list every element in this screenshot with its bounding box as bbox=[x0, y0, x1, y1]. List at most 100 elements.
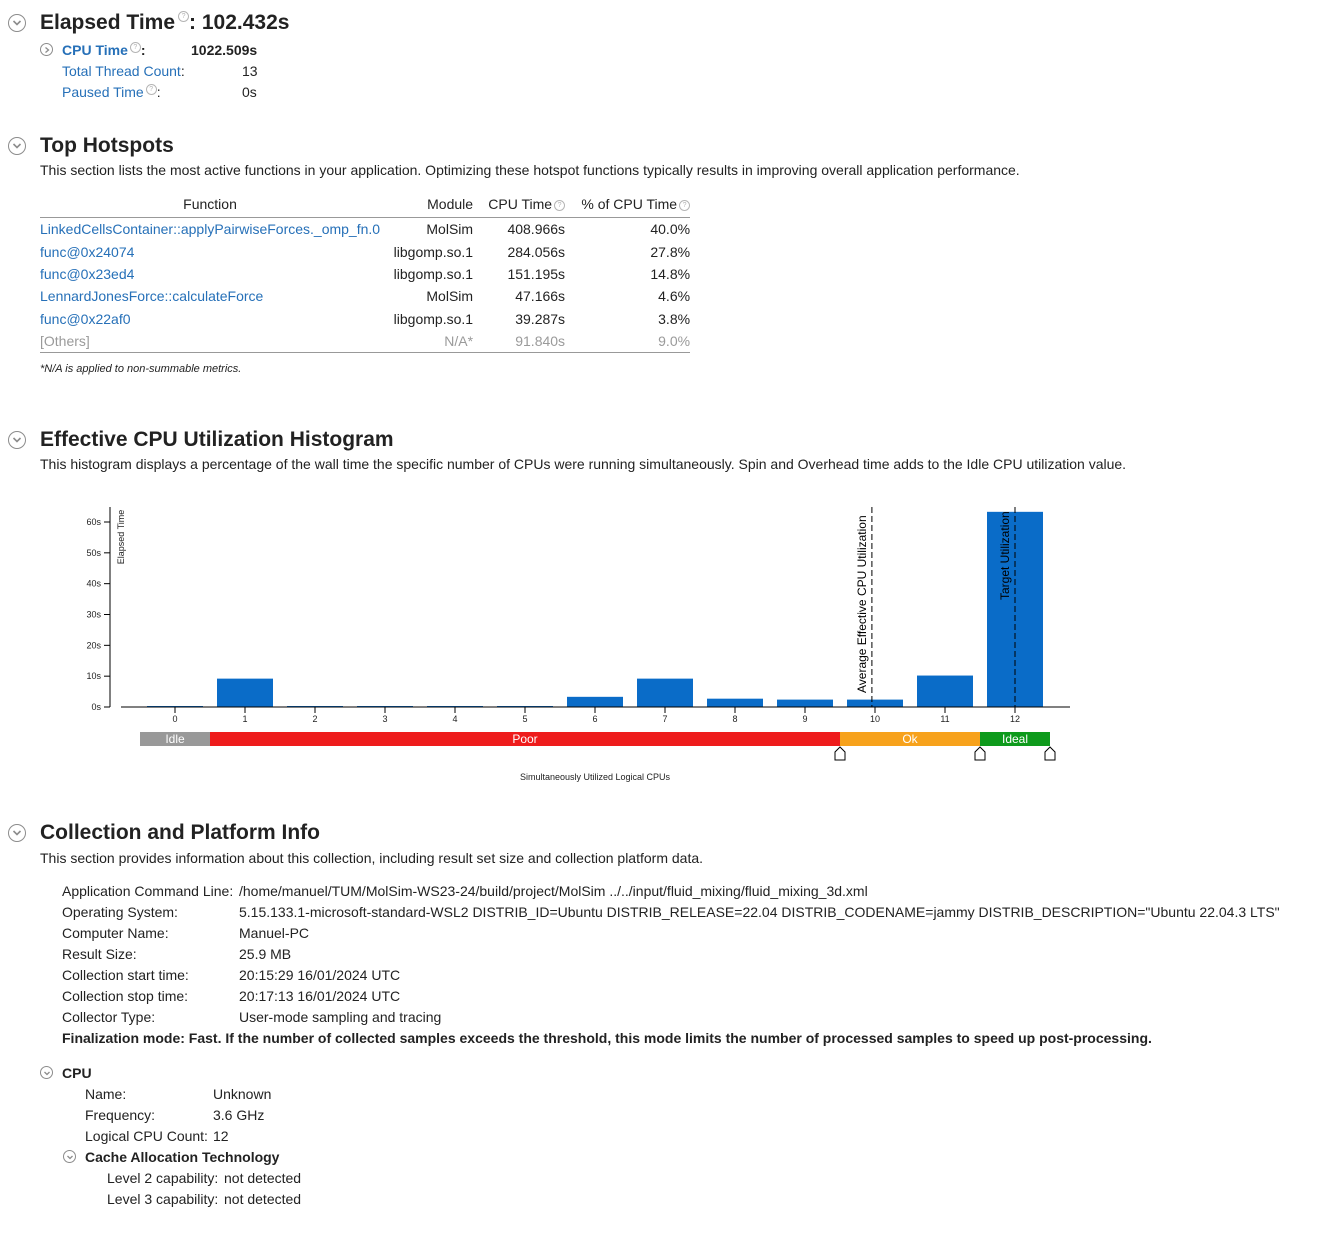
elapsed-section-toggle[interactable] bbox=[8, 14, 26, 32]
cpu-time-link[interactable]: CPU Time bbox=[62, 42, 128, 58]
threshold-handle-icon[interactable] bbox=[1044, 746, 1056, 761]
histogram-title: Effective CPU Utilization Histogram bbox=[40, 428, 394, 451]
column-header-module[interactable]: Module bbox=[380, 193, 474, 218]
elapsed-time-heading: Elapsed Time?: 102.432s bbox=[40, 11, 289, 35]
info-key: Level 2 capability: bbox=[107, 1170, 219, 1186]
module-cell: libgomp.so.1 bbox=[393, 265, 474, 282]
info-value: /home/manuel/TUM/MolSim-WS23-24/build/pr… bbox=[239, 883, 868, 899]
range-label: Idle bbox=[165, 732, 185, 746]
range-ok bbox=[840, 732, 980, 746]
percent-cell: 4.6% bbox=[658, 288, 691, 305]
elapsed-time-value: : 102.432s bbox=[189, 11, 290, 34]
y-tick-label: 0s bbox=[91, 702, 101, 712]
function-link[interactable]: LennardJonesForce::calculateForce bbox=[40, 288, 264, 305]
info-key: Level 3 capability: bbox=[107, 1191, 219, 1207]
info-value: 5.15.133.1-microsoft-standard-WSL2 DISTR… bbox=[239, 904, 1280, 920]
collection-title: Collection and Platform Info bbox=[40, 821, 321, 844]
thread-count-link[interactable]: Total Thread Count bbox=[62, 63, 181, 79]
chevron-down-icon bbox=[12, 20, 22, 26]
y-axis-label: Elapsed Time bbox=[116, 510, 126, 565]
info-value: Manuel-PC bbox=[239, 925, 310, 941]
info-key: Operating System: bbox=[62, 904, 178, 920]
cpu-time-expand-toggle[interactable] bbox=[40, 43, 53, 56]
column-header-cpu-time[interactable]: CPU Time? bbox=[473, 193, 566, 218]
info-key: Logical CPU Count: bbox=[85, 1128, 208, 1144]
y-tick-label: 10s bbox=[86, 671, 101, 681]
y-tick-label: 20s bbox=[86, 640, 101, 650]
paused-time-link[interactable]: Paused Time bbox=[62, 84, 144, 100]
collection-section-toggle[interactable] bbox=[8, 824, 26, 842]
module-cell: MolSim bbox=[426, 288, 474, 305]
table-row: func@0x23ed4 libgomp.so.1 151.195s 14.8% bbox=[40, 263, 690, 285]
x-tick-label: 0 bbox=[172, 714, 177, 724]
cpu-time-cell: 91.840s bbox=[473, 329, 566, 354]
percent-cell: 9.0% bbox=[565, 329, 691, 354]
threshold-handle-icon[interactable] bbox=[834, 746, 846, 761]
help-icon[interactable]: ? bbox=[145, 84, 157, 95]
chevron-down-icon bbox=[12, 143, 22, 149]
info-key: Collection stop time: bbox=[62, 988, 189, 1004]
info-value: 20:15:29 16/01/2024 UTC bbox=[239, 967, 401, 983]
help-icon[interactable]: ? bbox=[129, 42, 141, 53]
module-cell: libgomp.so.1 bbox=[393, 243, 474, 260]
threshold-handle-icon[interactable] bbox=[974, 746, 986, 761]
function-link[interactable]: func@0x22af0 bbox=[40, 310, 131, 327]
range-idle bbox=[140, 732, 210, 746]
histogram-description: This histogram displays a percentage of … bbox=[40, 456, 1127, 472]
chevron-down-icon bbox=[12, 437, 22, 443]
x-axis: 0 1 2 3 4 5 6 7 8 9 10 11 12 bbox=[121, 706, 1070, 724]
bars bbox=[147, 511, 1043, 707]
paused-time-value: 0s bbox=[242, 84, 257, 100]
help-icon[interactable]: ? bbox=[679, 200, 691, 211]
column-header-percent[interactable]: % of CPU Time? bbox=[565, 193, 691, 218]
cpu-subsection-title: CPU bbox=[62, 1065, 92, 1081]
average-utilization-label: Average Effective CPU Utilization bbox=[855, 515, 869, 693]
table-row-others: [Others] N/A* 91.840s 9.0% bbox=[40, 329, 691, 354]
function-link[interactable]: LinkedCellsContainer::applyPairwiseForce… bbox=[40, 221, 381, 238]
hotspots-description: This section lists the most active funct… bbox=[40, 162, 1020, 178]
info-key: Frequency: bbox=[85, 1107, 156, 1123]
y-tick-label: 50s bbox=[86, 548, 101, 558]
function-link[interactable]: func@0x23ed4 bbox=[40, 265, 135, 282]
cpu-time-row: CPU Time?: bbox=[62, 42, 146, 58]
thread-count-value: 13 bbox=[242, 63, 258, 79]
histogram-bar bbox=[217, 678, 273, 707]
cpu-time-cell: 39.287s bbox=[515, 310, 566, 327]
table-row: func@0x22af0 libgomp.so.1 39.287s 3.8% bbox=[40, 308, 690, 330]
info-key: Result Size: bbox=[62, 946, 137, 962]
module-cell: MolSim bbox=[426, 221, 474, 238]
cpu-time-cell: 47.166s bbox=[515, 288, 566, 305]
finalization-mode: Finalization mode: Fast. If the number o… bbox=[62, 1030, 1152, 1046]
paused-time-row: Paused Time?: bbox=[62, 84, 161, 100]
table-row: LennardJonesForce::calculateForce MolSim… bbox=[40, 285, 690, 307]
info-value: not detected bbox=[224, 1191, 302, 1207]
function-link[interactable]: func@0x24074 bbox=[40, 243, 135, 260]
histogram-bar bbox=[707, 698, 763, 707]
x-tick-label: 7 bbox=[662, 714, 667, 724]
utilization-ranges: Idle Poor Ok Ideal bbox=[140, 732, 1056, 761]
percent-cell: 14.8% bbox=[650, 265, 691, 282]
info-value: User-mode sampling and tracing bbox=[239, 1009, 442, 1025]
hotspots-section-toggle[interactable] bbox=[8, 137, 26, 155]
cpu-time-cell: 151.195s bbox=[507, 265, 566, 282]
histogram-bar bbox=[847, 699, 903, 707]
column-header-percent-label: % of CPU Time bbox=[581, 196, 678, 212]
cpu-time-value: 1022.509s bbox=[191, 42, 258, 58]
cpu-subsection-toggle[interactable] bbox=[40, 1066, 53, 1079]
x-tick-label: 1 bbox=[242, 714, 247, 724]
x-tick-label: 2 bbox=[312, 714, 317, 724]
y-tick-label: 60s bbox=[86, 517, 101, 527]
cat-subsection-toggle[interactable] bbox=[63, 1150, 76, 1163]
help-icon[interactable]: ? bbox=[554, 200, 566, 211]
help-icon[interactable]: ? bbox=[178, 11, 190, 22]
info-key: Collector Type: bbox=[62, 1009, 156, 1025]
range-poor bbox=[210, 732, 840, 746]
column-header-function[interactable]: Function bbox=[40, 193, 381, 218]
cpu-time-cell: 408.966s bbox=[507, 221, 566, 238]
histogram-section-toggle[interactable] bbox=[8, 431, 26, 449]
chevron-down-icon bbox=[67, 1155, 73, 1160]
utilization-markers: Average Effective CPU Utilization Target … bbox=[855, 507, 1016, 707]
y-tick-label: 30s bbox=[86, 610, 101, 620]
percent-cell: 27.8% bbox=[650, 243, 691, 260]
